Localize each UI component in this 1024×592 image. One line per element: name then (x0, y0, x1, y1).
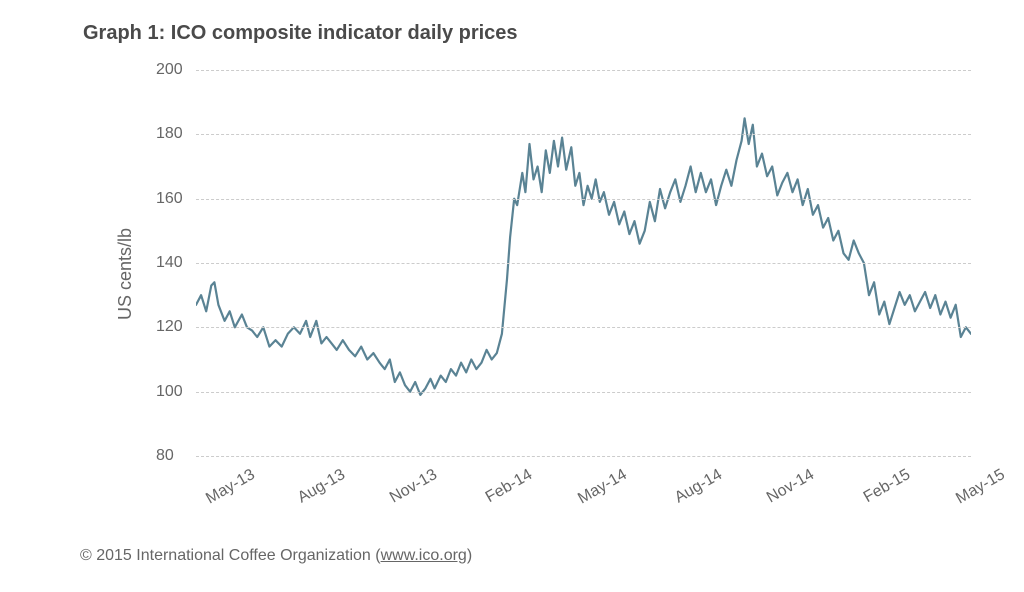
y-tick-label: 160 (156, 190, 183, 208)
x-tick-label: Nov-13 (386, 466, 440, 507)
x-tick-label: Feb-14 (483, 466, 536, 507)
price-line (196, 118, 971, 395)
y-tick-label: 180 (156, 125, 183, 143)
grid-line (196, 392, 971, 393)
grid-line (196, 199, 971, 200)
chart-container: Graph 1: ICO composite indicator daily p… (0, 0, 1024, 592)
y-tick-label: 100 (156, 383, 183, 401)
y-tick-label: 140 (156, 254, 183, 272)
credit-suffix: ) (467, 547, 472, 564)
x-tick-label: May-14 (575, 466, 630, 508)
x-tick-label: Aug-14 (672, 466, 726, 507)
grid-line (196, 70, 971, 71)
chart-credit: © 2015 International Coffee Organization… (80, 547, 472, 565)
plot-area (196, 70, 971, 456)
grid-line (196, 456, 971, 457)
grid-line (196, 263, 971, 264)
y-axis-label: US cents/lb (115, 228, 136, 320)
grid-line (196, 134, 971, 135)
x-tick-label: Nov-14 (764, 466, 818, 507)
y-tick-label: 120 (156, 318, 183, 336)
y-tick-label: 200 (156, 61, 183, 79)
credit-link[interactable]: www.ico.org (381, 547, 467, 564)
credit-prefix: © 2015 International Coffee Organization… (80, 547, 381, 564)
x-tick-label: May-13 (203, 466, 258, 508)
x-tick-label: Feb-15 (861, 466, 914, 507)
y-tick-label: 80 (156, 447, 174, 465)
grid-line (196, 327, 971, 328)
chart-title: Graph 1: ICO composite indicator daily p… (83, 22, 518, 45)
x-tick-label: Aug-13 (295, 466, 349, 507)
x-tick-label: May-15 (953, 466, 1008, 508)
